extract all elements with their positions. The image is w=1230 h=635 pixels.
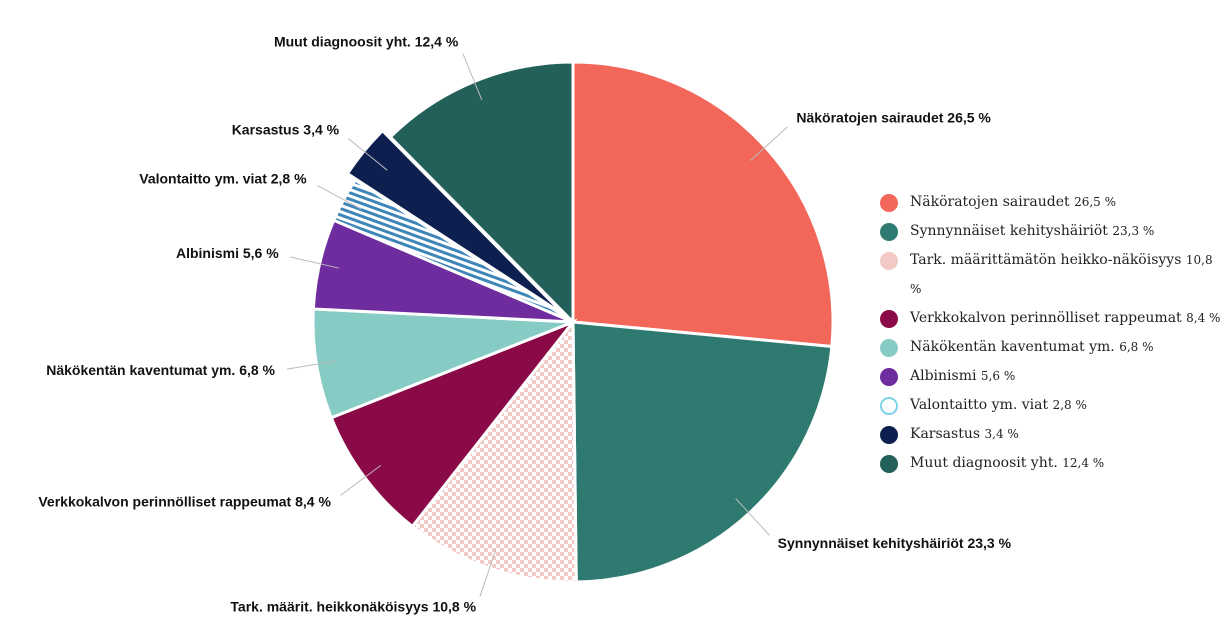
- legend-value: 2,8 %: [1052, 398, 1087, 412]
- legend-swatch: [880, 368, 898, 386]
- callout-line: [462, 53, 483, 101]
- callout-label: Näkökentän kaventumat ym. 6,8 %: [46, 362, 275, 378]
- legend-swatch: [880, 310, 898, 328]
- callout-label: Synnynnäiset kehityshäiriöt 23,3 %: [778, 535, 1012, 551]
- callout-label: Näköratojen sairaudet 26,5 %: [796, 109, 991, 125]
- legend-item: Albinismi 5,6 %: [880, 362, 1225, 391]
- callout-line: [286, 360, 337, 370]
- legend-label: Näkökentän kaventumat ym.: [910, 339, 1115, 355]
- callout-label: Muut diagnoosit yht. 12,4 %: [274, 33, 459, 49]
- pie-slice: [571, 60, 835, 349]
- callout-label: Verkkokalvon perinnölliset rappeumat 8,4…: [38, 493, 331, 509]
- legend-value: 3,4 %: [984, 427, 1019, 441]
- legend-value: 26,5 %: [1074, 195, 1117, 209]
- legend-item: Synnynnäiset kehityshäiriöt 23,3 %: [880, 217, 1225, 246]
- legend-swatch: [880, 194, 898, 212]
- legend-swatch: [880, 223, 898, 241]
- legend: Näköratojen sairaudet 26,5 % Synnynnäiset…: [880, 188, 1225, 478]
- callout-line: [316, 185, 362, 210]
- legend-value: 5,6 %: [980, 369, 1016, 383]
- callout-line: [735, 498, 770, 536]
- legend-swatch: [880, 397, 898, 415]
- legend-label: Synnynnäiset kehityshäiriöt: [910, 223, 1108, 239]
- legend-swatch: [880, 455, 898, 473]
- legend-value: 10,8 %: [910, 253, 1213, 296]
- callout-label: Valontaitto ym. viat 2,8 %: [139, 171, 307, 187]
- legend-label: Verkkokalvon perinnölliset rappeumat: [910, 310, 1182, 326]
- legend-item: Näkökentän kaventumat ym. 6,8 %: [880, 333, 1225, 362]
- legend-value: 12,4 %: [1062, 456, 1105, 470]
- legend-label: Näköratojen sairaudet: [910, 194, 1070, 210]
- legend-item: Näköratojen sairaudet 26,5 %: [880, 188, 1225, 217]
- legend-swatch: [880, 339, 898, 357]
- legend-item: Karsastus 3,4 %: [880, 420, 1225, 449]
- callout-line: [479, 549, 497, 597]
- callout-label: Karsastus 3,4 %: [232, 122, 340, 138]
- legend-label: Valontaitto ym. viat: [910, 397, 1049, 413]
- legend-item: Verkkokalvon perinnölliset rappeumat 8,4…: [880, 304, 1225, 333]
- callout-line: [348, 138, 388, 171]
- legend-value: 6,8 %: [1119, 340, 1154, 354]
- legend-value: 23,3 %: [1112, 224, 1155, 238]
- legend-label: Tark. määrittämätön heikko-näköisyys: [910, 252, 1182, 268]
- legend-label: Karsastus: [910, 426, 981, 442]
- callout-line: [340, 465, 381, 496]
- legend-swatch: [880, 426, 898, 444]
- legend-item: Valontaitto ym. viat 2,8 %: [880, 391, 1225, 420]
- legend-label: Albinismi: [910, 368, 977, 384]
- legend-item: Tark. määrittämätön heikko-näköisyys 10,…: [880, 246, 1225, 304]
- legend-label: Muut diagnoosit yht.: [910, 455, 1058, 471]
- callout-label: Albinismi 5,6 %: [176, 245, 279, 261]
- legend-value: 8,4 %: [1186, 311, 1221, 325]
- legend-swatch: [880, 252, 898, 270]
- callout-label: Tark. määrit. heikkonäköisyys 10,8 %: [230, 599, 476, 615]
- legend-item: Muut diagnoosit yht. 12,4 %: [880, 449, 1225, 478]
- callout-line: [290, 256, 340, 269]
- callout-line: [750, 126, 788, 161]
